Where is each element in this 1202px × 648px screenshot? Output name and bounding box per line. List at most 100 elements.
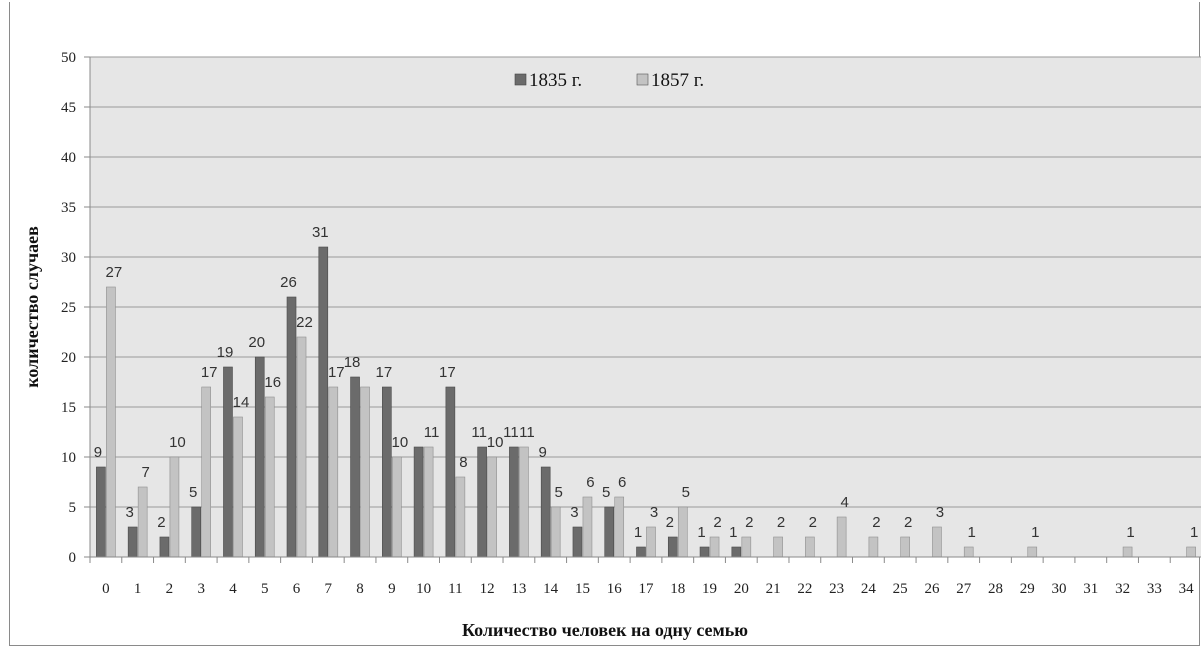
bar-1857 (233, 416, 243, 558)
x-tick-label: 29 (1020, 581, 1035, 597)
x-tick-label: 21 (766, 581, 781, 597)
data-label-1835: 31 (312, 224, 329, 241)
bar-1857 (455, 476, 466, 558)
data-label-1857: 6 (586, 474, 594, 491)
x-axis-title: Количество человек на одну семью (462, 620, 748, 640)
bar-1857 (487, 456, 497, 558)
data-label-1857: 4 (840, 494, 848, 511)
y-axis-ticks: 0 5 10 15 20 25 30 35 40 45 50 (61, 50, 90, 566)
x-tick-label: 31 (1083, 581, 1098, 597)
bar-1857 (963, 546, 974, 558)
data-label-1835: 3 (570, 504, 578, 521)
legend-swatch-1857 (636, 73, 649, 86)
bar-1857 (709, 536, 720, 558)
data-label-1857: 10 (391, 434, 408, 451)
data-label-1835: 18 (344, 354, 361, 371)
data-label-1857: 6 (618, 474, 626, 491)
data-label-1857: 2 (745, 514, 753, 531)
y-tick-label: 50 (61, 50, 76, 66)
x-tick-label: 18 (670, 581, 685, 597)
data-label-1857: 2 (872, 514, 880, 531)
data-label-1857: 27 (106, 264, 123, 281)
x-tick-label: 22 (797, 581, 812, 597)
x-tick-label: 24 (861, 581, 877, 597)
bar-1835 (667, 536, 678, 558)
data-label-1857: 7 (141, 464, 149, 481)
data-label-1857: 5 (682, 484, 690, 501)
data-label-1857: 1 (1190, 524, 1198, 541)
data-label-1857: 17 (201, 364, 218, 381)
bar-1835 (382, 386, 392, 558)
bar-1857 (106, 286, 116, 558)
data-label-1857: 14 (233, 394, 250, 411)
bar-1857 (264, 396, 275, 558)
x-axis-ticks: 0 1 2 3 4 5 6 7 8 9 10 11 12 13 14 15 16 17 18 19 20 21 22 23 24… (89, 557, 1194, 597)
bar-1857 (582, 496, 593, 558)
bar-1835 (223, 366, 233, 558)
data-label-1835: 3 (125, 504, 133, 521)
data-label-1857: 1 (968, 524, 976, 541)
data-label-1857: 8 (459, 454, 467, 471)
x-tick-label: 8 (356, 581, 364, 597)
x-tick-label: 33 (1147, 581, 1162, 597)
x-tick-label: 19 (702, 581, 717, 597)
bar-1835 (477, 446, 487, 558)
bar-1835 (731, 546, 742, 558)
x-tick-label: 25 (893, 581, 908, 597)
data-label-1835: 11 (471, 424, 487, 441)
bar-1857 (1186, 546, 1196, 558)
bar-1835 (699, 546, 710, 558)
x-tick-label: 10 (416, 581, 431, 597)
data-label-1835: 9 (539, 444, 547, 461)
bar-1857 (677, 506, 688, 558)
data-label-1857: 16 (264, 374, 281, 391)
y-tick-label: 15 (61, 400, 76, 416)
x-tick-label: 6 (293, 581, 301, 597)
x-tick-label: 20 (734, 581, 749, 597)
y-tick-label: 0 (69, 550, 77, 566)
data-label-1857: 3 (650, 504, 658, 521)
legend-label-1835: 1835 г. (529, 70, 582, 91)
data-label-1835: 5 (189, 484, 197, 501)
bar-1835 (572, 526, 583, 558)
data-label-1857: 10 (487, 434, 504, 451)
bar-1857 (614, 496, 625, 558)
bar-1857 (836, 516, 847, 558)
bar-1835 (127, 526, 138, 558)
chart-frame: 9 3 2 5 19 20 26 31 18 17 17 11 11 9 3 5 1 2 1 1 27 7 10 17 14 16… (9, 2, 1201, 646)
bar-1835 (159, 536, 170, 558)
data-label-1835: 11 (503, 424, 519, 441)
y-tick-label: 35 (61, 200, 76, 216)
data-label-1835: 1 (634, 524, 642, 541)
x-tick-label: 30 (1052, 581, 1067, 597)
bar-1857 (201, 386, 211, 558)
bar-1857 (550, 506, 561, 558)
data-label-1835: 2 (157, 514, 165, 531)
y-tick-label: 25 (61, 300, 76, 316)
bar-1857 (328, 386, 339, 558)
bar-1857 (773, 536, 783, 558)
x-tick-label: 15 (575, 581, 590, 597)
y-tick-label: 10 (61, 450, 76, 466)
legend: 1835 г. 1857 г. (514, 70, 704, 91)
bar-1857 (360, 386, 370, 558)
bar-1857 (741, 536, 752, 558)
bar-1835 (509, 446, 519, 558)
bar-1857 (169, 456, 180, 558)
x-tick-label: 26 (924, 581, 940, 597)
x-tick-label: 14 (543, 581, 559, 597)
x-tick-label: 7 (325, 581, 333, 597)
x-tick-label: 27 (956, 581, 972, 597)
y-tick-label: 30 (61, 250, 76, 266)
bar-1835 (413, 446, 424, 558)
data-label-1835: 1 (729, 524, 737, 541)
bar-1857 (423, 446, 434, 558)
bar-1835 (191, 506, 201, 558)
y-tick-label: 5 (69, 500, 77, 516)
data-label-1835: 17 (375, 364, 392, 381)
x-tick-label: 12 (480, 581, 495, 597)
data-label-1835: 26 (280, 274, 297, 291)
bar-1835 (254, 356, 265, 558)
data-label-1857: 5 (555, 484, 563, 501)
